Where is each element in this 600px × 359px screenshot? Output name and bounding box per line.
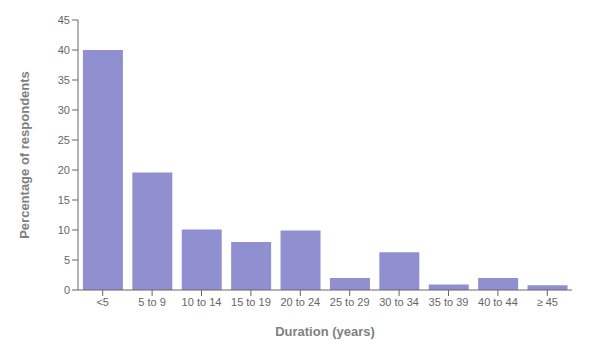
- svg-text:20 to 24: 20 to 24: [280, 296, 320, 308]
- svg-text:20: 20: [58, 164, 70, 176]
- svg-text:45: 45: [58, 14, 70, 26]
- svg-text:40 to 44: 40 to 44: [478, 296, 518, 308]
- svg-text:10: 10: [58, 224, 70, 236]
- svg-text:Duration (years): Duration (years): [275, 324, 375, 339]
- svg-text:≥ 45: ≥ 45: [537, 296, 558, 308]
- svg-text:25 to 29: 25 to 29: [330, 296, 370, 308]
- svg-text:Percentage of respondents: Percentage of respondents: [17, 71, 32, 239]
- svg-text:5: 5: [64, 254, 70, 266]
- svg-text:0: 0: [64, 284, 70, 296]
- svg-text:15 to 19: 15 to 19: [231, 296, 271, 308]
- svg-text:35 to 39: 35 to 39: [429, 296, 469, 308]
- svg-text:35: 35: [58, 74, 70, 86]
- svg-text:5 to 9: 5 to 9: [138, 296, 166, 308]
- svg-text:25: 25: [58, 134, 70, 146]
- svg-text:10 to 14: 10 to 14: [182, 296, 222, 308]
- svg-text:30 to 34: 30 to 34: [379, 296, 419, 308]
- svg-text:<5: <5: [96, 296, 109, 308]
- svg-text:30: 30: [58, 104, 70, 116]
- svg-text:15: 15: [58, 194, 70, 206]
- svg-text:40: 40: [58, 44, 70, 56]
